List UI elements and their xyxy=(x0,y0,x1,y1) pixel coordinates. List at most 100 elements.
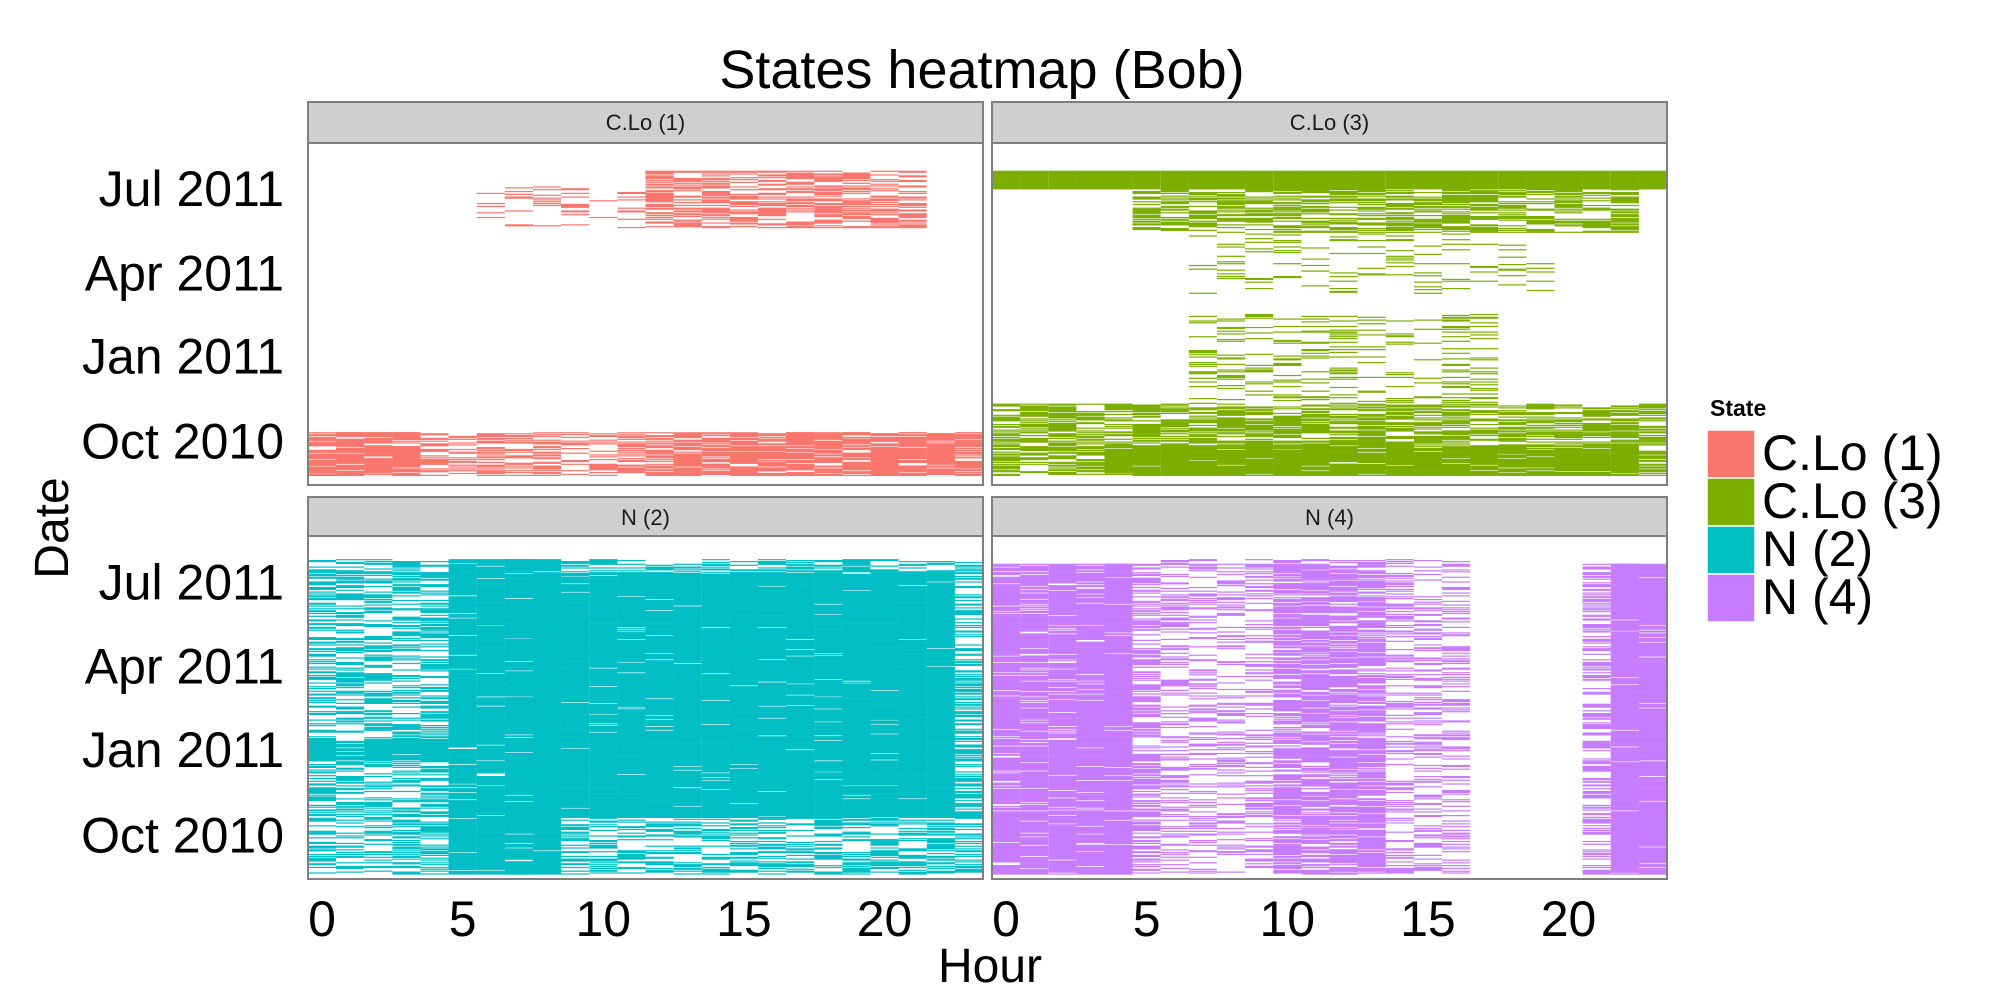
heat-cell xyxy=(1611,218,1639,219)
heat-cell xyxy=(1245,198,1273,199)
heat-cell xyxy=(336,723,364,724)
heat-cell xyxy=(871,441,899,442)
heat-cell xyxy=(1386,235,1414,236)
heat-cell xyxy=(1048,421,1076,422)
heat-cell xyxy=(1555,221,1583,222)
heat-cell xyxy=(308,659,336,660)
heat-cell xyxy=(421,855,449,856)
heat-cell xyxy=(364,727,392,728)
heat-cell xyxy=(1526,444,1554,445)
heat-cell xyxy=(421,438,449,439)
heat-cell xyxy=(1470,424,1498,425)
heat-cell xyxy=(1273,326,1301,327)
heat-cell xyxy=(364,827,392,828)
heat-cell xyxy=(392,692,420,693)
heat-cell xyxy=(1189,354,1217,355)
heat-cell xyxy=(392,685,420,686)
heat-cell xyxy=(1301,247,1329,248)
heat-cell xyxy=(1161,199,1189,200)
heat-cell xyxy=(1470,271,1498,272)
heat-cell xyxy=(392,772,420,773)
heat-cell xyxy=(955,469,983,470)
heat-cell xyxy=(1020,171,1048,172)
heat-cell xyxy=(1414,289,1442,290)
heat-cell xyxy=(1330,346,1358,347)
heat-cell xyxy=(1161,217,1189,218)
heat-cell xyxy=(1161,448,1189,449)
heat-cell xyxy=(1498,422,1526,423)
heat-cell xyxy=(992,452,1020,453)
heat-cell xyxy=(308,669,336,670)
heat-cell xyxy=(1330,419,1358,420)
heat-cell xyxy=(533,189,561,190)
heat-cell xyxy=(364,698,392,699)
heat-cell xyxy=(871,226,899,227)
heat-cell xyxy=(1358,437,1386,438)
heat-cell xyxy=(1217,364,1245,365)
heat-cell xyxy=(364,762,392,763)
heat-cell xyxy=(392,592,420,593)
heat-cell xyxy=(1358,426,1386,427)
heat-cell xyxy=(1245,412,1273,413)
heat-cell xyxy=(617,448,645,449)
heat-cell xyxy=(1470,357,1498,358)
heat-cell xyxy=(392,581,420,582)
heat-cell xyxy=(1245,354,1273,355)
heat-cell xyxy=(1161,469,1189,470)
heat-cell xyxy=(1414,229,1442,230)
heat-cell xyxy=(1105,465,1133,466)
heat-cell xyxy=(308,688,336,689)
heat-cell xyxy=(364,810,392,811)
heat-cell xyxy=(1330,288,1358,289)
heat-cell xyxy=(730,226,758,227)
heat-cell xyxy=(392,810,420,811)
heat-cell xyxy=(1498,430,1526,431)
heat-cell xyxy=(814,173,842,174)
heat-cell xyxy=(1048,452,1076,453)
heat-cell xyxy=(1273,427,1301,428)
heat-cell xyxy=(1386,222,1414,223)
heat-cell xyxy=(1470,414,1498,415)
heat-cell xyxy=(308,771,336,772)
heat-cell xyxy=(1301,411,1329,412)
heat-cell xyxy=(561,224,589,225)
heat-cell xyxy=(1498,220,1526,221)
heat-cell xyxy=(392,700,420,701)
heat-cell xyxy=(1301,382,1329,383)
heat-cell xyxy=(702,185,730,186)
heat-cell xyxy=(1273,394,1301,395)
heat-cell xyxy=(533,201,561,202)
heat-cell xyxy=(336,570,364,571)
heat-cell xyxy=(1189,221,1217,222)
heat-cell xyxy=(1189,322,1217,323)
heat-cell xyxy=(1048,447,1076,448)
heat-cell xyxy=(1386,258,1414,259)
heat-cell xyxy=(758,467,786,468)
heat-cell xyxy=(589,451,617,452)
heat-cell xyxy=(899,197,927,198)
heat-cell xyxy=(1498,444,1526,445)
heat-cell xyxy=(561,188,589,189)
heat-cell xyxy=(1526,216,1554,217)
heat-cell xyxy=(1442,430,1470,431)
heat-cell xyxy=(1105,449,1133,450)
heat-cell xyxy=(1189,371,1217,372)
heat-cell xyxy=(392,638,420,639)
heat-cell xyxy=(392,561,420,562)
heat-cell xyxy=(1020,464,1048,465)
heat-cell xyxy=(533,186,561,187)
heat-cell xyxy=(308,593,336,594)
heat-cell xyxy=(1330,452,1358,453)
heat-cell xyxy=(1498,269,1526,270)
heat-cell xyxy=(1639,404,1667,405)
heat-cell xyxy=(1526,268,1554,269)
heat-cell xyxy=(786,202,814,203)
heat-cell xyxy=(308,574,336,575)
heat-cell xyxy=(1470,322,1498,323)
heat-cell xyxy=(1161,436,1189,437)
heat-cell xyxy=(814,446,842,447)
heat-cell xyxy=(1386,400,1414,401)
heat-cell xyxy=(421,475,449,476)
heat-cell xyxy=(1442,452,1470,453)
heat-cell xyxy=(392,644,420,645)
